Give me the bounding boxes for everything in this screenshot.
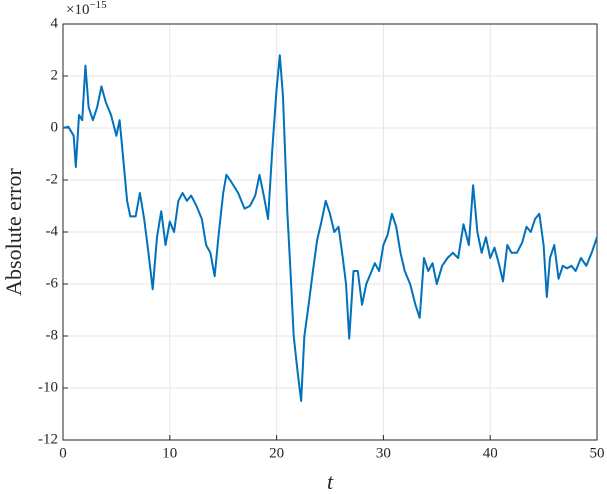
- x-tick-label: 0: [59, 445, 67, 461]
- axes-box: [62, 23, 598, 441]
- y-tick-label: -4: [46, 223, 59, 239]
- y-tick-label: 0: [51, 119, 59, 135]
- x-axis-label: t: [327, 469, 334, 494]
- y-tick-label: -6: [46, 275, 59, 291]
- y-tick-label: -8: [46, 327, 59, 343]
- y-axis-label: Absolute error: [1, 167, 26, 295]
- y-tick-label: -10: [38, 379, 58, 395]
- y-multiplier: ×10−15: [66, 0, 107, 18]
- x-tick-label: 40: [483, 445, 498, 461]
- x-tick-label: 20: [269, 445, 284, 461]
- x-tick-label: 10: [162, 445, 177, 461]
- y-tick-label: 4: [51, 15, 59, 31]
- data-line: [62, 54, 598, 402]
- x-tick-label: 30: [376, 445, 391, 461]
- y-tick-label: -12: [38, 431, 58, 447]
- x-tick-label: 50: [590, 445, 605, 461]
- y-tick-label: -2: [46, 171, 59, 187]
- y-tick-label: 2: [51, 67, 59, 83]
